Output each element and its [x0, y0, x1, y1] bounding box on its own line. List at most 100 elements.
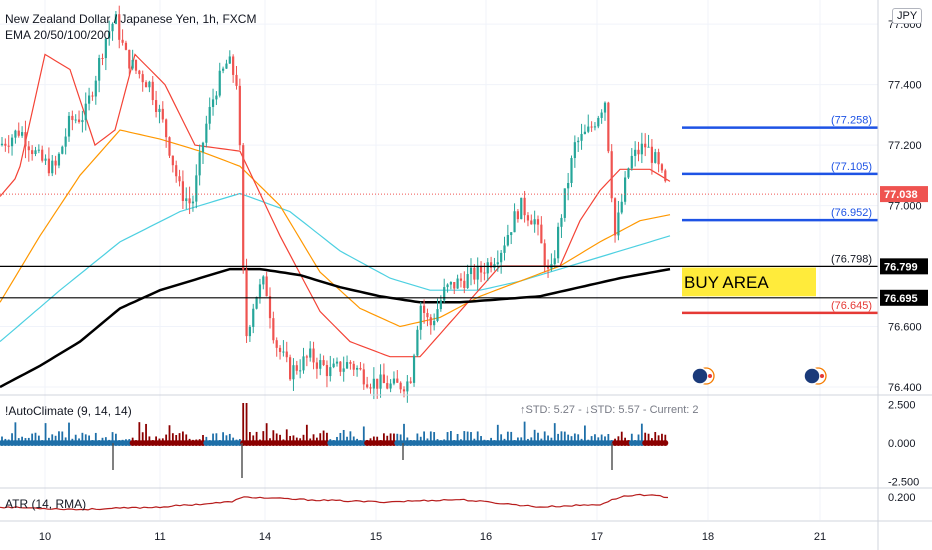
candle-body	[593, 126, 597, 128]
candle-body	[634, 149, 637, 156]
candle-body	[289, 357, 292, 380]
candle-body	[654, 152, 657, 163]
candle-body	[44, 158, 47, 161]
candle-body	[275, 340, 278, 348]
candle-body	[453, 282, 456, 289]
candle-body	[158, 108, 161, 113]
candle-body	[389, 383, 392, 389]
candle-body	[309, 348, 312, 358]
autoclimate-label[interactable]: !AutoClimate (9, 14, 14)	[5, 404, 132, 418]
candle-body	[77, 119, 81, 123]
candle-body	[222, 68, 225, 71]
candle-body	[195, 175, 198, 202]
candle-body	[516, 211, 519, 220]
candle-body	[356, 367, 359, 370]
candle-body	[600, 112, 603, 118]
ema-indicator-label[interactable]: EMA 20/50/100/200	[5, 28, 111, 42]
candle-body	[144, 82, 148, 88]
candle-body	[396, 378, 399, 383]
candle-body	[27, 146, 30, 151]
candle-body	[268, 296, 272, 319]
candle-body	[500, 252, 503, 263]
candle-body	[369, 387, 372, 389]
candle-body	[372, 378, 375, 389]
candle-body	[98, 57, 101, 81]
candle-body	[10, 137, 14, 147]
y-tick-label: 77.400	[888, 80, 922, 92]
candle-body	[64, 136, 67, 147]
candle-body	[443, 287, 446, 301]
candle-body	[218, 70, 221, 96]
candle-body	[382, 374, 385, 384]
candle-body	[188, 198, 191, 204]
candle-body	[41, 149, 44, 161]
candle-body	[409, 381, 412, 383]
candle-body	[7, 145, 10, 147]
candle-body	[664, 170, 667, 182]
climate-dot	[662, 440, 669, 446]
candle-body	[305, 356, 308, 358]
candle-body	[325, 365, 329, 377]
autoclimate-pane	[0, 403, 669, 478]
candle-body	[155, 100, 158, 113]
candle-body	[128, 49, 131, 69]
candle-body	[620, 201, 623, 213]
autoclimate-stats: ↑STD: 5.27 - ↓STD: 5.57 - Current: 2	[520, 404, 699, 416]
candle-body	[613, 198, 617, 236]
candle-body	[252, 308, 255, 327]
candle-body	[392, 378, 396, 384]
candle-body	[429, 317, 432, 326]
buy-area-zone	[682, 267, 816, 297]
candle-body	[292, 365, 295, 380]
candle-body	[647, 146, 650, 148]
candle-body	[406, 381, 409, 392]
candle-body	[412, 355, 416, 383]
candle-body	[51, 160, 54, 174]
candles	[0, 5, 667, 403]
candle-body	[185, 198, 188, 202]
climate-y-tick: 0.000	[888, 438, 916, 450]
level-label: (77.258)	[831, 115, 872, 127]
candle-body	[14, 130, 17, 138]
candle-body	[349, 362, 352, 364]
candle-body	[282, 351, 285, 353]
candle-body	[439, 300, 442, 310]
atr-label[interactable]: ATR (14, RMA)	[5, 497, 87, 511]
candle-body	[597, 117, 600, 127]
candle-body	[322, 360, 325, 366]
candle-body	[235, 74, 238, 86]
candle-body	[238, 85, 241, 146]
candle-body	[37, 149, 40, 151]
candle-body	[205, 123, 208, 143]
candle-body	[557, 226, 560, 259]
candle-body	[178, 176, 181, 182]
climate-y-tick: -2.500	[888, 476, 919, 488]
x-tick-label: 16	[480, 531, 492, 543]
candle-body	[118, 14, 121, 40]
candle-body	[88, 95, 91, 104]
candle-body	[456, 278, 459, 289]
candle-body	[151, 81, 154, 101]
price-badge-label: 76.799	[884, 261, 918, 273]
candle-body	[101, 57, 104, 59]
candle-body	[362, 369, 365, 385]
candle-body	[315, 362, 318, 369]
candle-body	[272, 318, 275, 341]
candle-body	[644, 143, 647, 148]
candle-body	[496, 262, 499, 265]
ema200-line	[0, 267, 671, 389]
candle-body	[660, 164, 664, 171]
candle-body	[111, 23, 114, 32]
chart-title: New Zealand Dollar / Japanese Yen, 1h, F…	[5, 12, 257, 26]
candle-body	[278, 347, 282, 352]
candle-body	[650, 146, 653, 163]
candle-body	[657, 152, 660, 165]
candle-body	[228, 56, 231, 64]
candle-body	[399, 382, 402, 390]
candle-body	[0, 143, 4, 146]
candle-body	[319, 360, 322, 369]
currency-button[interactable]: JPY	[892, 8, 923, 24]
candle-body	[67, 115, 71, 137]
current-price-badge	[880, 186, 928, 203]
candle-body	[141, 74, 144, 83]
